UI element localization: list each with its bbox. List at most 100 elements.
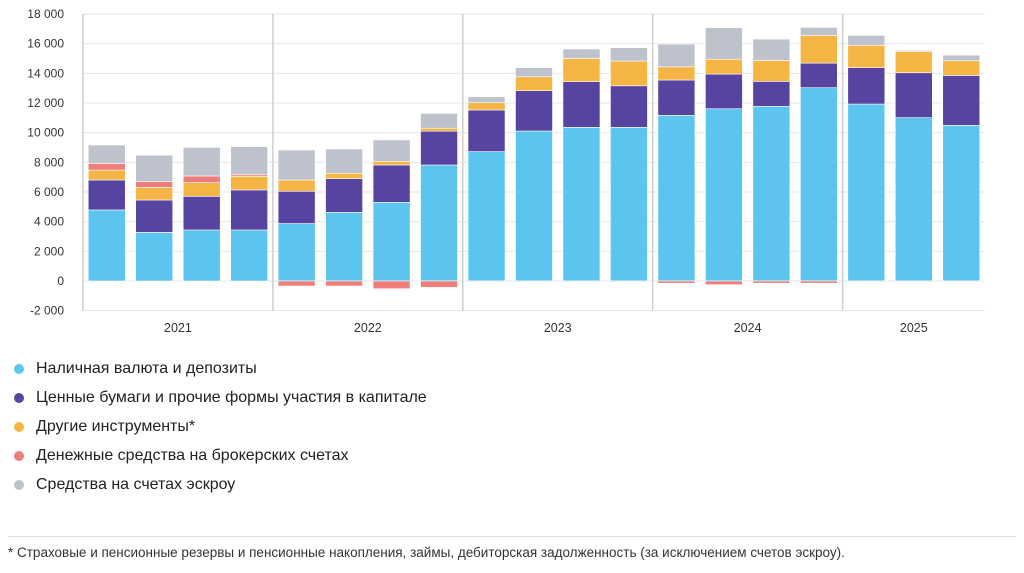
bar-segment xyxy=(230,189,268,231)
legend-item-escrow[interactable]: Средства на счетах эскроу xyxy=(14,470,427,499)
bar-segment xyxy=(894,280,933,283)
bar-segment xyxy=(277,179,316,192)
bar-segment xyxy=(610,47,648,62)
bar-segment xyxy=(420,280,458,288)
bar-segment xyxy=(277,280,316,287)
bar-segment xyxy=(705,280,743,286)
legend-label: Средства на счетах эскроу xyxy=(36,475,236,493)
legend-label: Ценные бумаги и прочие формы участия в к… xyxy=(36,388,427,406)
bar-segment xyxy=(752,60,791,82)
bar-segment xyxy=(135,199,174,233)
y-tick-label: 18 000 xyxy=(27,7,64,21)
bar-segment xyxy=(325,173,363,179)
y-tick-label: 8 000 xyxy=(34,155,64,169)
bar-segment xyxy=(610,127,648,282)
legend: Наличная валюта и депозиты Ценные бумаги… xyxy=(14,354,427,499)
bar-segment xyxy=(847,103,886,282)
y-tick-label: 16 000 xyxy=(27,37,64,51)
bar-segment xyxy=(752,106,791,282)
bar-segment xyxy=(372,160,411,166)
bar-segment xyxy=(610,85,648,128)
y-tick-label: 6 000 xyxy=(34,185,64,199)
legend-item-securities[interactable]: Ценные бумаги и прочие формы участия в к… xyxy=(14,383,427,412)
bar-segment xyxy=(800,62,838,89)
x-group-label: 2021 xyxy=(164,321,192,335)
bar-segment xyxy=(420,127,458,132)
bar-segment xyxy=(182,182,221,197)
bar-segment xyxy=(705,73,743,110)
bar-segment xyxy=(562,81,601,128)
bar-segment xyxy=(87,169,126,181)
bar-segment xyxy=(942,280,981,283)
bar-segment xyxy=(87,179,126,211)
bar-segment xyxy=(942,75,981,126)
bar-segment xyxy=(705,27,743,60)
legend-swatch xyxy=(14,392,24,403)
bar-segment xyxy=(942,60,981,76)
y-tick-label: 2 000 xyxy=(34,244,64,258)
bar-segment xyxy=(610,60,648,87)
bar-segment xyxy=(562,280,601,283)
bar-segment xyxy=(325,212,363,282)
divider xyxy=(8,536,1016,537)
bar-segment xyxy=(515,280,553,283)
bar-segment xyxy=(230,146,268,176)
bar-segment xyxy=(325,178,363,213)
bar-segment xyxy=(847,280,886,283)
legend-item-brokerage[interactable]: Денежные средства на брокерских счетах xyxy=(14,441,427,470)
legend-item-cash[interactable]: Наличная валюта и депозиты xyxy=(14,354,427,383)
bar-segment xyxy=(705,58,743,75)
y-tick-label: -2 000 xyxy=(30,304,64,318)
bar-segment xyxy=(800,280,838,284)
bar-segment xyxy=(800,87,838,282)
bar-segment xyxy=(657,79,696,116)
bar-segment xyxy=(752,280,791,284)
bar-segment xyxy=(562,127,601,282)
bar-segment xyxy=(182,175,221,183)
bar-segment xyxy=(420,130,458,166)
legend-label: Другие инструменты* xyxy=(36,417,196,435)
bar-segment xyxy=(420,113,458,129)
bar-segment xyxy=(87,163,126,171)
bar-segment xyxy=(277,149,316,181)
legend-label: Денежные средства на брокерских счетах xyxy=(36,446,349,464)
legend-item-other[interactable]: Другие инструменты* xyxy=(14,412,427,441)
bar-segment xyxy=(894,72,933,118)
bar-segment xyxy=(372,139,411,162)
bar-segment xyxy=(515,130,553,282)
bar-segment xyxy=(752,81,791,107)
bar-segment xyxy=(847,35,886,46)
bar-segment xyxy=(182,196,221,231)
legend-swatch xyxy=(14,479,24,490)
bar-segment xyxy=(800,27,838,36)
bar-segment xyxy=(657,115,696,282)
bar-segment xyxy=(705,108,743,282)
bar-segment xyxy=(372,202,411,282)
bar-segment xyxy=(894,51,933,74)
bar-segment xyxy=(847,44,886,68)
y-tick-label: 12 000 xyxy=(27,96,64,110)
bar-segment xyxy=(515,76,553,91)
x-group-label: 2023 xyxy=(544,321,572,335)
bar-segment xyxy=(894,117,933,282)
bar-segment xyxy=(752,38,791,61)
bar-segment xyxy=(467,280,506,283)
bar-segment xyxy=(562,58,601,82)
bar-segment xyxy=(372,164,411,203)
bar-segment xyxy=(182,229,221,282)
bar-segment xyxy=(135,187,174,201)
bar-segment xyxy=(277,190,316,224)
bar-segment xyxy=(372,280,411,290)
bar-segment xyxy=(467,96,506,104)
legend-swatch xyxy=(14,421,24,432)
x-group-label: 2024 xyxy=(734,321,762,335)
bar-segment xyxy=(942,54,981,62)
bar-segment xyxy=(515,67,553,78)
bar-segment xyxy=(657,66,696,81)
y-tick-label: 10 000 xyxy=(27,126,64,140)
bar-segment xyxy=(657,280,696,284)
bar-segment xyxy=(230,229,268,282)
y-tick-label: 4 000 xyxy=(34,215,64,229)
y-tick-label: 14 000 xyxy=(27,66,64,80)
footnote: * Страховые и пенсионные резервы и пенси… xyxy=(8,545,845,560)
